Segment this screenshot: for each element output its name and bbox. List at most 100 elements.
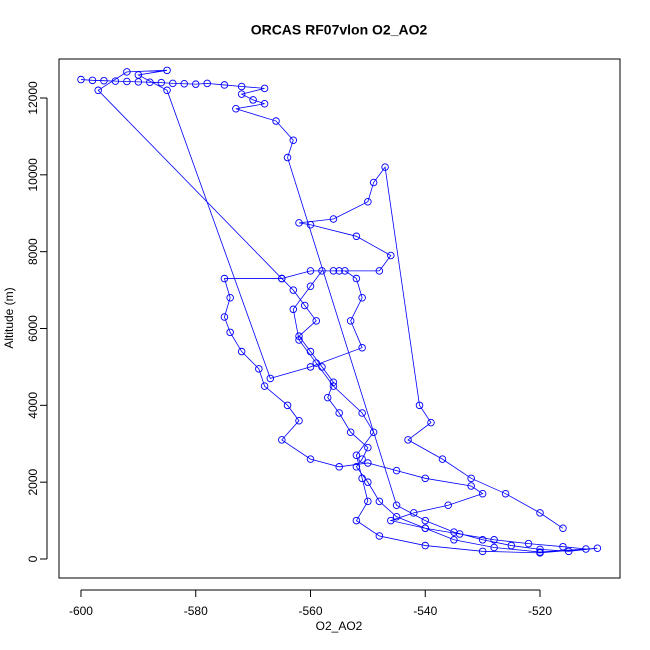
chart-title: ORCAS RF07vlon O2_AO2 [251,22,428,38]
y-tick-label: 0 [26,555,40,562]
point [559,542,567,551]
point [421,474,430,483]
point [283,153,292,162]
y-tick-label: 4000 [26,392,40,419]
y-tick-label: 2000 [26,468,40,495]
point [358,474,366,483]
point [358,409,366,417]
point [375,497,384,506]
point [352,232,361,241]
point [467,474,475,483]
point [478,547,487,556]
point [203,79,211,88]
point [358,343,366,352]
point [364,197,372,206]
point [501,489,510,498]
point [341,267,349,275]
point [381,163,389,171]
point [358,294,366,302]
point [467,482,475,490]
point [180,80,189,88]
point [352,274,361,283]
point [375,532,384,540]
point [427,418,435,427]
point [524,539,533,548]
point [266,374,275,383]
point [329,382,338,390]
point [232,105,240,113]
point [306,347,315,356]
point [438,455,447,463]
point [507,541,516,550]
point [335,267,343,275]
point [455,530,464,538]
point [478,536,487,544]
point [375,267,384,275]
point [329,215,338,223]
point [295,336,303,344]
point [346,428,355,436]
point [318,363,326,371]
y-tick-label: 12000 [26,81,40,115]
point [295,416,303,425]
point [364,443,372,452]
point [226,294,234,302]
point [490,543,498,552]
point [329,267,338,275]
x-tick-label: -560 [298,604,322,618]
point [410,509,418,517]
point [123,77,131,86]
point [123,68,131,76]
trace-line [80,69,598,554]
point [421,524,430,533]
plot-box [58,58,621,579]
point [111,77,120,85]
x-axis-label: O2_AO2 [316,619,363,633]
point [450,536,458,544]
point [301,301,309,310]
point [237,90,246,98]
point [392,512,401,521]
point [260,382,269,390]
point [289,136,298,145]
point [283,401,292,410]
point [306,455,315,463]
point [249,96,257,104]
point [564,547,573,556]
point [163,86,171,95]
point [352,463,361,471]
point [369,178,378,187]
point [278,274,286,283]
point [392,501,401,509]
point [220,274,229,283]
point [536,549,544,557]
point [329,378,338,387]
point [289,305,298,314]
point [278,436,286,444]
point [559,524,567,533]
point [255,365,263,373]
x-tick-label: -540 [413,604,437,618]
point [237,82,246,91]
point [387,516,395,525]
point [134,71,143,79]
point [593,544,602,552]
point [312,317,320,325]
point [295,332,303,340]
point [490,536,498,544]
point [312,359,320,367]
point [260,100,269,108]
point [335,409,343,417]
x-tick-label: -520 [528,604,552,618]
y-tick-label: 10000 [26,158,40,192]
point [352,516,361,525]
point [306,282,315,290]
point [421,541,430,550]
point [100,76,108,85]
point [157,78,166,87]
x-tick-label: -600 [69,604,93,618]
point [536,509,544,517]
point [77,75,85,84]
point [404,436,412,444]
